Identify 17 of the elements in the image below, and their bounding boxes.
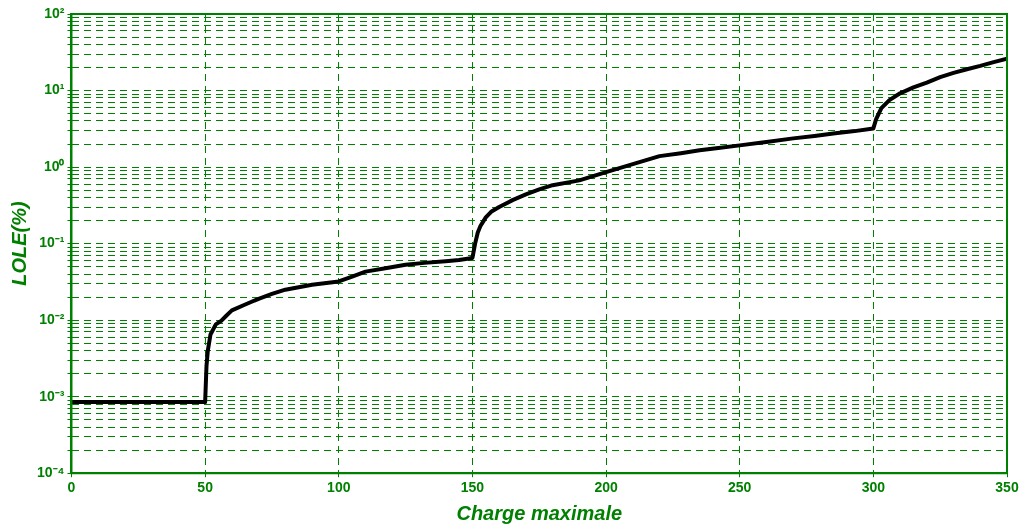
x-tick-label: 350: [995, 479, 1019, 496]
y-tick-label: 10⁻⁴: [37, 464, 65, 481]
x-tick-label: 300: [861, 479, 886, 496]
x-tick-label: 200: [594, 479, 618, 496]
y-tick-label: 10⁻¹: [39, 234, 65, 251]
x-tick-label: 50: [197, 479, 214, 496]
x-tick-label: 150: [460, 479, 485, 496]
x-axis-title: Charge maximale: [456, 501, 623, 524]
y-tick-label: 10⁰: [43, 157, 65, 174]
y-tick-label: 10¹: [44, 81, 65, 98]
x-tick-label: 0: [67, 479, 76, 496]
y-axis-title: LOLE(%): [7, 201, 30, 286]
y-tick-label: 10⁻²: [39, 310, 65, 327]
y-tick-label: 10²: [44, 4, 65, 21]
y-tick-label: 10⁻³: [39, 387, 65, 404]
x-tick-label: 100: [327, 479, 351, 496]
x-tick-label: 250: [728, 479, 752, 496]
